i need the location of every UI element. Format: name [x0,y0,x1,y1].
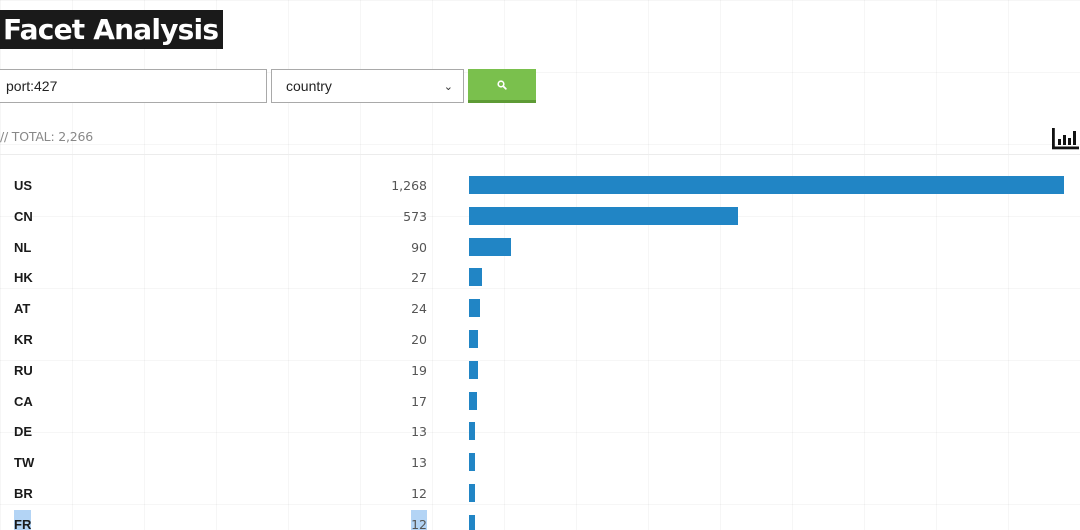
facet-bar [469,391,477,410]
facet-code[interactable]: DE [14,424,33,440]
facet-count: 573 [403,208,427,224]
facet-bar [469,422,475,441]
facet-count: 19 [411,362,427,378]
facet-count: 17 [411,393,427,409]
facet-count: 1,268 [391,178,427,193]
facet-code[interactable]: TW [14,455,35,471]
facet-bar [469,237,511,256]
facet-bar [469,176,1064,194]
facet-code[interactable]: CN [14,208,33,224]
search-input[interactable] [0,69,267,103]
divider [0,154,1080,155]
facet-row[interactable]: AT 24 [0,294,1080,325]
facet-row[interactable]: RU 19 [0,356,1080,387]
facet-code[interactable]: CA [14,393,33,409]
facet-count: 13 [411,424,427,440]
facet-row[interactable]: KR 20 [0,325,1080,356]
facet-bar [469,268,482,287]
facet-code[interactable]: US [14,178,33,193]
facet-bar [469,299,480,318]
facet-code[interactable]: NL [14,239,32,255]
facet-count: 27 [411,270,427,286]
search-icon [497,79,507,90]
facet-count: 20 [411,331,427,347]
facet-row[interactable]: CN 573 [0,202,1080,233]
facet-code[interactable]: FR [14,509,32,530]
facet-row[interactable]: TW 13 [0,448,1080,479]
facet-code[interactable]: BR [14,485,33,501]
facet-list: US 1,268 CN 573 NL 90 HK 27 AT 24 KR 20 [0,171,1080,530]
facet-bar [469,483,475,502]
facet-count: 12 [411,485,427,501]
facet-row[interactable]: DE 13 [0,417,1080,448]
chevron-down-icon: ⌄ [443,80,453,93]
facet-code[interactable]: RU [14,362,33,378]
facet-row[interactable]: CA 17 [0,387,1080,418]
search-button[interactable] [468,69,536,103]
facet-code[interactable]: AT [14,301,31,317]
facet-row[interactable]: BR 12 [0,479,1080,510]
facet-bar [469,453,475,472]
facet-row[interactable]: HK 27 [0,263,1080,294]
facet-select-value: country [286,78,332,94]
facet-code[interactable]: KR [14,331,33,347]
page-title: Facet Analysis [0,10,224,49]
facet-count: 24 [411,301,427,317]
facet-bar [469,206,738,225]
facet-bar [469,514,475,530]
total-count: // TOTAL: 2,266 [0,129,94,144]
facet-row[interactable]: FR 12 [0,509,1080,530]
facet-count: 13 [411,455,427,471]
facet-bar [469,329,478,348]
facet-count: 90 [411,239,427,255]
bar-chart-icon[interactable] [1051,127,1080,151]
facet-code[interactable]: HK [14,270,33,286]
facet-row[interactable]: NL 90 [0,233,1080,264]
facet-select[interactable]: country ⌄ [271,69,464,103]
facet-count: 12 [411,509,427,530]
facet-row[interactable]: US 1,268 [0,171,1080,202]
facet-bar [469,360,478,379]
